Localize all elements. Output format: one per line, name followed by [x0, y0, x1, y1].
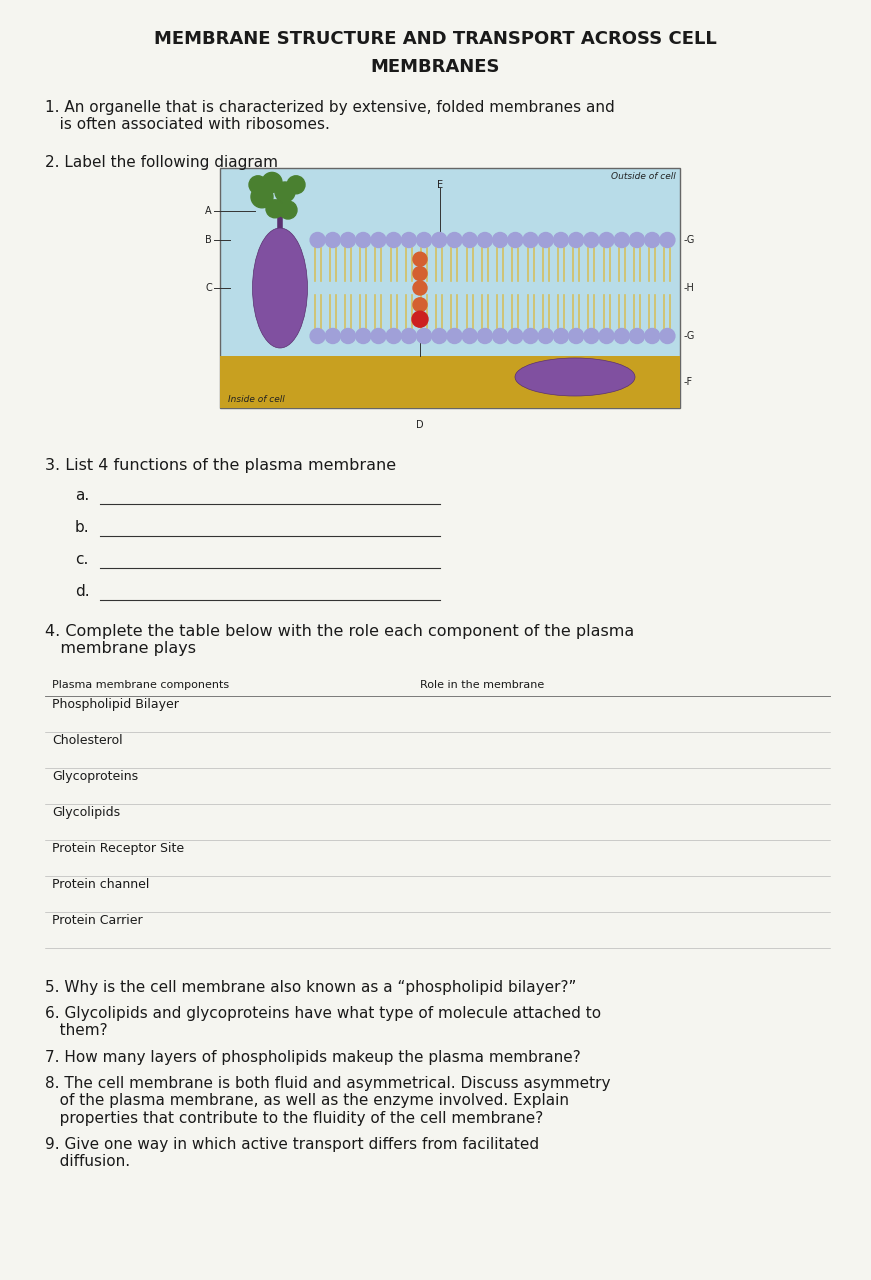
- Circle shape: [447, 233, 462, 247]
- Text: 8. The cell membrane is both fluid and asymmetrical. Discuss asymmetry
   of the: 8. The cell membrane is both fluid and a…: [45, 1076, 611, 1126]
- Circle shape: [553, 233, 569, 247]
- Circle shape: [645, 233, 659, 247]
- Circle shape: [386, 329, 402, 343]
- Text: 9. Give one way in which active transport differs from facilitated
   diffusion.: 9. Give one way in which active transpor…: [45, 1137, 539, 1170]
- Circle shape: [325, 329, 341, 343]
- Text: 4. Complete the table below with the role each component of the plasma
   membra: 4. Complete the table below with the rol…: [45, 623, 634, 657]
- Text: 7. How many layers of phospholipids makeup the plasma membrane?: 7. How many layers of phospholipids make…: [45, 1050, 581, 1065]
- Text: -G: -G: [684, 236, 695, 244]
- Circle shape: [432, 329, 447, 343]
- Circle shape: [630, 233, 645, 247]
- Text: Protein Receptor Site: Protein Receptor Site: [52, 842, 184, 855]
- Text: c.: c.: [75, 552, 88, 567]
- Circle shape: [614, 329, 629, 343]
- Circle shape: [447, 329, 462, 343]
- Text: Glycoproteins: Glycoproteins: [52, 771, 138, 783]
- Circle shape: [325, 233, 341, 247]
- Circle shape: [508, 233, 523, 247]
- Text: Plasma membrane components: Plasma membrane components: [52, 680, 229, 690]
- Circle shape: [645, 329, 659, 343]
- Circle shape: [416, 329, 431, 343]
- Text: 6. Glycolipids and glycoproteins have what type of molecule attached to
   them?: 6. Glycolipids and glycoproteins have wh…: [45, 1006, 601, 1038]
- Circle shape: [523, 329, 538, 343]
- Circle shape: [538, 233, 553, 247]
- Circle shape: [523, 233, 538, 247]
- Circle shape: [599, 233, 614, 247]
- Circle shape: [413, 298, 427, 312]
- Circle shape: [341, 329, 355, 343]
- Circle shape: [402, 233, 416, 247]
- Circle shape: [371, 233, 386, 247]
- Text: 2. Label the following diagram: 2. Label the following diagram: [45, 155, 278, 170]
- Text: MEMBRANE STRUCTURE AND TRANSPORT ACROSS CELL: MEMBRANE STRUCTURE AND TRANSPORT ACROSS …: [153, 29, 716, 47]
- Text: a.: a.: [75, 488, 89, 503]
- Circle shape: [251, 186, 273, 207]
- Text: Role in the membrane: Role in the membrane: [420, 680, 544, 690]
- Circle shape: [310, 329, 325, 343]
- Text: -H: -H: [684, 283, 695, 293]
- Circle shape: [493, 233, 508, 247]
- Circle shape: [660, 329, 675, 343]
- Circle shape: [477, 329, 492, 343]
- Text: Glycolipids: Glycolipids: [52, 806, 120, 819]
- Circle shape: [279, 201, 297, 219]
- Circle shape: [402, 329, 416, 343]
- Bar: [220, 168, 680, 408]
- Text: -G: -G: [684, 332, 695, 340]
- Text: -F: -F: [684, 378, 693, 387]
- Text: Inside of cell: Inside of cell: [228, 396, 285, 404]
- Circle shape: [412, 311, 428, 328]
- Text: B: B: [206, 236, 212, 244]
- Text: d.: d.: [75, 584, 90, 599]
- Text: Cholesterol: Cholesterol: [52, 733, 123, 748]
- Text: 5. Why is the cell membrane also known as a “phospholipid bilayer?”: 5. Why is the cell membrane also known a…: [45, 980, 577, 995]
- Circle shape: [553, 329, 569, 343]
- Circle shape: [493, 329, 508, 343]
- Circle shape: [508, 329, 523, 343]
- Circle shape: [386, 233, 402, 247]
- Circle shape: [463, 329, 477, 343]
- Circle shape: [660, 233, 675, 247]
- Text: Protein channel: Protein channel: [52, 878, 149, 891]
- Text: Outside of cell: Outside of cell: [611, 172, 676, 180]
- Circle shape: [262, 173, 282, 192]
- Text: C: C: [206, 283, 212, 293]
- Circle shape: [432, 233, 447, 247]
- Circle shape: [569, 233, 584, 247]
- Text: D: D: [416, 420, 424, 430]
- Circle shape: [477, 233, 492, 247]
- Circle shape: [266, 200, 284, 218]
- Circle shape: [355, 233, 371, 247]
- Text: Phospholipid Bilayer: Phospholipid Bilayer: [52, 698, 179, 710]
- Circle shape: [310, 233, 325, 247]
- Circle shape: [371, 329, 386, 343]
- Circle shape: [341, 233, 355, 247]
- Text: 1. An organelle that is characterized by extensive, folded membranes and
   is o: 1. An organelle that is characterized by…: [45, 100, 615, 132]
- Circle shape: [599, 329, 614, 343]
- Circle shape: [413, 266, 427, 280]
- Circle shape: [413, 282, 427, 294]
- Circle shape: [275, 182, 295, 202]
- Text: b.: b.: [75, 520, 90, 535]
- Text: A: A: [206, 206, 212, 216]
- Bar: [220, 356, 680, 408]
- Circle shape: [355, 329, 371, 343]
- Text: Protein Carrier: Protein Carrier: [52, 914, 143, 927]
- Circle shape: [413, 252, 427, 266]
- Circle shape: [614, 233, 629, 247]
- Circle shape: [463, 233, 477, 247]
- Circle shape: [584, 233, 599, 247]
- Ellipse shape: [253, 228, 307, 348]
- Circle shape: [584, 329, 599, 343]
- Circle shape: [287, 175, 305, 193]
- Circle shape: [630, 329, 645, 343]
- Text: E: E: [437, 180, 443, 189]
- Circle shape: [416, 233, 431, 247]
- Circle shape: [249, 175, 267, 193]
- Text: 3. List 4 functions of the plasma membrane: 3. List 4 functions of the plasma membra…: [45, 458, 396, 474]
- Circle shape: [538, 329, 553, 343]
- Text: MEMBRANES: MEMBRANES: [370, 58, 500, 76]
- Ellipse shape: [515, 358, 635, 396]
- Circle shape: [569, 329, 584, 343]
